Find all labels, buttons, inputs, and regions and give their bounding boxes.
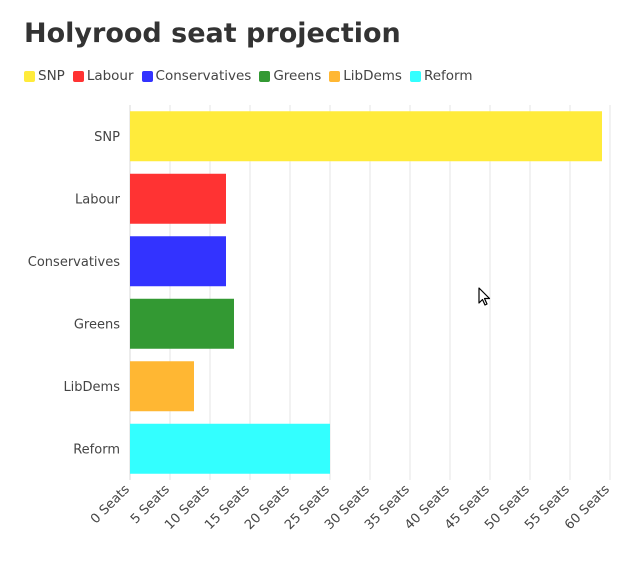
- legend-label: SNP: [38, 68, 65, 84]
- chart-title: Holyrood seat projection: [24, 18, 401, 49]
- category-label: Reform: [73, 442, 120, 457]
- bar: [130, 423, 330, 474]
- legend-label: Conservatives: [155, 68, 252, 84]
- legend: SNP Labour Conservatives Greens LibDems Refor…: [24, 68, 473, 84]
- x-tick-label: 60 Seats: [562, 482, 613, 533]
- legend-item[interactable]: SNP: [24, 68, 65, 84]
- legend-swatch: [409, 70, 421, 82]
- bar: [130, 173, 226, 224]
- legend-swatch: [24, 70, 35, 82]
- legend-item[interactable]: Conservatives: [141, 68, 252, 84]
- legend-item[interactable]: Labour: [72, 68, 134, 84]
- category-label: Labour: [75, 192, 121, 207]
- legend-swatch: [72, 70, 84, 82]
- legend-swatch: [329, 70, 341, 82]
- legend-label: Greens: [273, 68, 322, 84]
- legend-item[interactable]: Greens: [259, 68, 321, 84]
- legend-label: Labour: [86, 68, 134, 84]
- category-label: SNP: [94, 130, 120, 145]
- bar: [130, 236, 226, 287]
- bar: [130, 298, 234, 349]
- legend-swatch: [259, 70, 271, 82]
- legend-item[interactable]: Reform: [409, 68, 473, 84]
- x-tick-label: 0 Seats: [88, 482, 133, 527]
- category-label: Greens: [74, 317, 120, 332]
- legend-item[interactable]: LibDems: [329, 68, 402, 84]
- legend-label: Reform: [423, 68, 473, 84]
- category-label: Conservatives: [28, 255, 120, 270]
- bar: [130, 111, 602, 162]
- legend-swatch: [141, 70, 153, 82]
- legend-label: LibDems: [343, 68, 402, 84]
- mouse-pointer-icon: [478, 287, 491, 306]
- bar: [130, 361, 194, 412]
- category-label: LibDems: [63, 380, 120, 395]
